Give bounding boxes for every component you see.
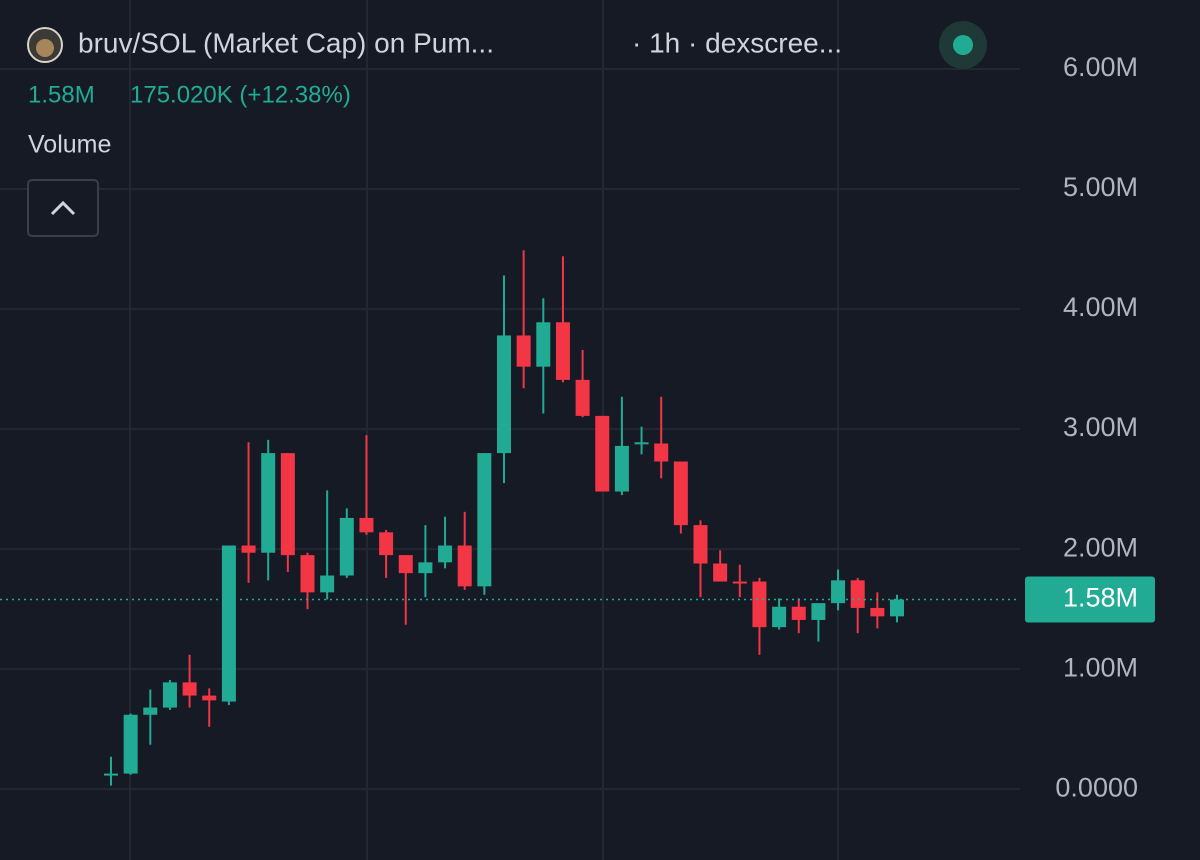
plot xyxy=(0,68,1020,791)
candle-body xyxy=(595,415,610,492)
candle-body xyxy=(339,517,354,576)
candle-body xyxy=(575,379,590,416)
candle-body xyxy=(772,606,787,628)
token-icon-face xyxy=(36,39,54,57)
candle-body xyxy=(162,682,177,708)
candle-body xyxy=(693,525,708,564)
candle-body xyxy=(398,555,413,574)
candle-body xyxy=(516,335,531,367)
last-price-label: 1.58M xyxy=(1063,583,1138,613)
candle-body xyxy=(732,581,747,584)
candle-body xyxy=(536,322,551,367)
candle-body xyxy=(673,461,688,526)
indicator-label: Volume xyxy=(28,131,111,159)
chart-subtitle: · 1h · dexscree... xyxy=(632,27,842,58)
collapse-button[interactable] xyxy=(27,179,99,237)
candle-body xyxy=(261,453,276,553)
candle-body xyxy=(850,580,865,608)
y-tick-label: 2.00M xyxy=(1063,532,1138,562)
candle-body xyxy=(890,599,904,617)
candle-body xyxy=(634,442,649,445)
candle-body xyxy=(280,453,295,556)
candle-body xyxy=(241,545,256,553)
y-tick-label: 1.00M xyxy=(1063,652,1138,682)
status-dot xyxy=(953,35,973,55)
candle-body xyxy=(811,603,826,620)
y-tick-label: 4.00M xyxy=(1063,292,1138,322)
chevron-up xyxy=(50,200,76,216)
chart-title: bruv/SOL (Market Cap) on Pum... xyxy=(78,27,494,58)
change: 175.020K (+12.38%) xyxy=(130,81,351,108)
candle-body xyxy=(870,607,885,617)
y-tick-label: 6.00M xyxy=(1063,52,1138,82)
candle-body xyxy=(752,581,767,628)
candle-body xyxy=(477,453,492,587)
candle-body xyxy=(713,563,728,582)
candle-body xyxy=(614,445,629,492)
candle-body xyxy=(104,773,118,776)
candle-body xyxy=(555,322,570,380)
y-tick-label: 5.00M xyxy=(1063,172,1138,202)
candle-body xyxy=(497,335,511,454)
candle-body xyxy=(143,707,158,715)
y-tick-label: 3.00M xyxy=(1063,412,1138,442)
candle-body xyxy=(300,555,315,593)
candle-body xyxy=(221,545,236,702)
y-tick-label: 0.0000 xyxy=(1055,772,1138,802)
candle-body xyxy=(418,562,433,574)
candle-body xyxy=(182,682,197,696)
candle-body xyxy=(202,695,217,701)
candle-body xyxy=(320,575,335,593)
header-value: 1.58M xyxy=(28,81,95,108)
last-price-box xyxy=(1025,576,1155,623)
candle-body xyxy=(123,714,138,774)
candle-body xyxy=(457,545,472,587)
candle-body xyxy=(654,443,669,462)
candle-body xyxy=(359,517,374,533)
candle-body xyxy=(791,606,806,620)
header: bruv/SOL (Market Cap) on Pum... · 1h · d… xyxy=(27,21,987,237)
candle-body xyxy=(379,532,394,556)
candle-body xyxy=(438,545,453,563)
candle-body xyxy=(831,580,846,604)
